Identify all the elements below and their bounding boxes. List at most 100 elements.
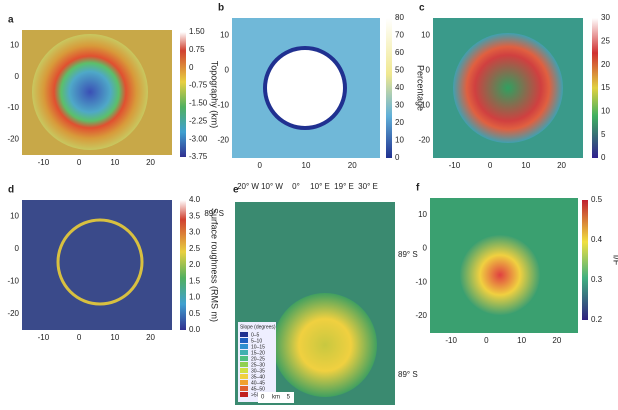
colorbar-tick-label: 0.2: [591, 315, 603, 324]
panel-letter: a: [8, 15, 14, 26]
y-tick-label: 0: [426, 66, 431, 75]
legend-title: Slope (degrees): [240, 324, 276, 330]
colorbar-tick-label: 0: [189, 63, 194, 72]
x-tick-label: 10: [302, 161, 311, 170]
crater-a: [32, 34, 148, 150]
y-tick-label: -20: [418, 136, 430, 145]
x-tick-label: 10: [110, 333, 119, 342]
y-tick-label: 0: [15, 72, 20, 81]
colorbar-b: [386, 18, 392, 158]
lon-label: 10° E: [310, 182, 330, 191]
colorbar-tick-label: 60: [395, 48, 404, 57]
colorbar-tick-label: 0.5: [189, 309, 201, 318]
legend-swatch: [240, 392, 248, 397]
colorbar-tick-label: 1.5: [189, 276, 201, 285]
lon-label: 19° E: [334, 182, 354, 191]
legend-swatch: [240, 350, 248, 355]
y-tick-label: 10: [10, 211, 19, 220]
colorbar-tick-label: 4.0: [189, 195, 201, 204]
panel-letter: b: [218, 3, 224, 14]
legend-swatch: [240, 386, 248, 391]
y-tick-label: -20: [415, 311, 427, 320]
legend-swatch: [240, 338, 248, 343]
y-tick-label: 10: [418, 210, 427, 219]
y-tick-label: -10: [415, 277, 427, 286]
colorbar-tick-label: 1.50: [189, 27, 205, 36]
colorbar-f: [582, 200, 588, 320]
x-tick-label: 20: [146, 158, 155, 167]
colorbar-tick-label: 10: [395, 136, 404, 145]
legend-swatch: [240, 374, 248, 379]
x-tick-label: 0: [258, 161, 263, 170]
colorbar-tick-label: 0.3: [591, 275, 603, 284]
lon-label: 0°: [292, 182, 300, 191]
crater-c: [453, 33, 563, 143]
colorbar-label: Surface roughness (RMS m): [210, 208, 220, 322]
legend-swatch: [240, 380, 248, 385]
panel-images: [22, 18, 598, 405]
colorbar-tick-label: 3.0: [189, 228, 201, 237]
x-tick-label: 10: [517, 336, 526, 345]
y-tick-label: -20: [7, 309, 19, 318]
scale-unit: km: [272, 395, 280, 401]
y-tick-label: -10: [7, 276, 19, 285]
colorbar-tick-label: 25: [601, 36, 610, 45]
colorbar-tick-label: -2.25: [189, 116, 208, 125]
lat-label: 89° S: [398, 370, 418, 379]
x-tick-label: 0: [488, 161, 493, 170]
colorbar-tick-label: 0.5: [591, 195, 603, 204]
lat-label: 89° S: [398, 250, 418, 259]
colorbar-tick-label: 2.5: [189, 244, 201, 253]
x-tick-label: -10: [38, 333, 50, 342]
colorbar-tick-label: 0.4: [591, 235, 603, 244]
lon-label: 10° W: [261, 182, 283, 191]
panel-letter: c: [419, 3, 425, 14]
x-tick-label: 0: [77, 333, 82, 342]
legend-swatch: [240, 356, 248, 361]
x-tick-label: 20: [348, 161, 357, 170]
x-tick-label: 0: [77, 158, 82, 167]
colorbar-tick-label: 0: [601, 153, 606, 162]
colorbar-tick-label: -3.00: [189, 134, 208, 143]
colorbar-label: Topography (km): [210, 61, 220, 129]
colorbar-tick-label: 1.0: [189, 293, 201, 302]
colorbar-tick-label: 15: [601, 83, 610, 92]
y-tick-label: -20: [217, 136, 229, 145]
x-tick-label: 20: [552, 336, 561, 345]
colorbar-d: [180, 200, 186, 330]
y-tick-label: -10: [7, 103, 19, 112]
y-tick-label: 10: [10, 41, 19, 50]
x-tick-label: 10: [110, 158, 119, 167]
colorbar-a: [180, 32, 186, 157]
colorbar-tick-label: 0.0: [189, 325, 201, 334]
panel-letter: d: [8, 185, 14, 196]
lon-label: 30° E: [358, 182, 378, 191]
x-tick-label: 10: [521, 161, 530, 170]
colorbar-tick-label: 70: [395, 31, 404, 40]
colorbar-tick-label: 20: [395, 118, 404, 127]
y-tick-label: 0: [15, 244, 20, 253]
legend-swatch: [240, 362, 248, 367]
lon-label: 20° W: [237, 182, 259, 191]
colorbar-tick-label: 10: [601, 106, 610, 115]
x-tick-label: -10: [38, 158, 50, 167]
colorbar-tick-label: 50: [395, 66, 404, 75]
figure: a-1001020100-10-201.500.750-0.75-1.50-2.…: [0, 0, 618, 410]
colorbar-tick-label: 3.5: [189, 211, 201, 220]
legend-swatch: [240, 368, 248, 373]
x-tick-label: 0: [484, 336, 489, 345]
colorbar-tick-label: 30: [395, 101, 404, 110]
colorbar-tick-label: 20: [601, 60, 610, 69]
y-tick-label: 0: [225, 66, 230, 75]
x-tick-label: -10: [449, 161, 461, 170]
x-tick-label: -10: [445, 336, 457, 345]
y-tick-label: -10: [418, 101, 430, 110]
y-tick-label: -20: [7, 134, 19, 143]
colorbar-label: I/F: [612, 255, 618, 266]
legend-swatch: [240, 344, 248, 349]
colorbar-tick-label: 0.75: [189, 45, 205, 54]
lat-label: 89° S: [204, 209, 224, 218]
colorbar-tick-label: 0: [395, 153, 400, 162]
colorbar-c: [592, 18, 598, 158]
y-tick-label: -10: [217, 101, 229, 110]
